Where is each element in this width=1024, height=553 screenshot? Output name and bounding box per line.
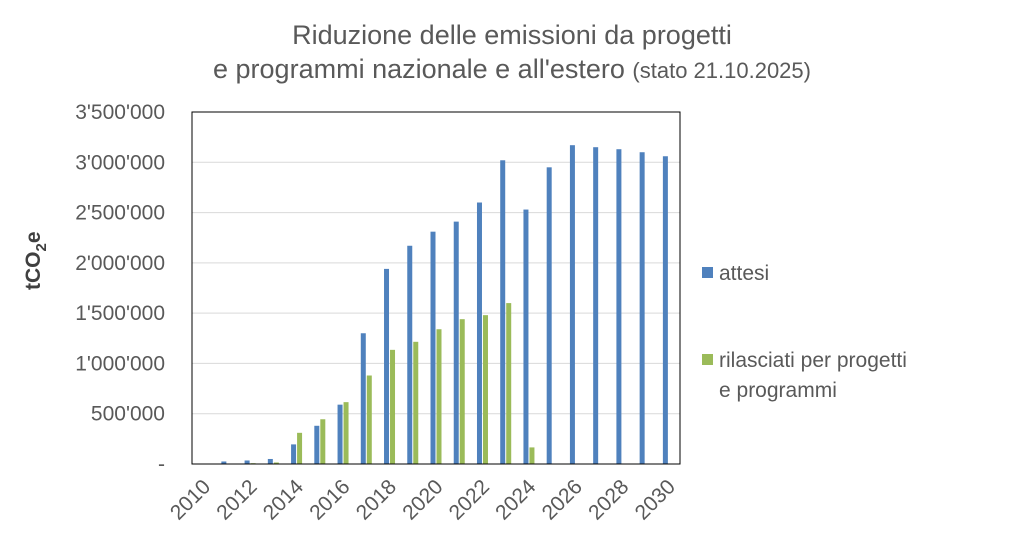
bar-attesi-2022 [476,202,482,464]
y-tick-label: 2'000'000 [75,252,165,275]
y-tick-label: 500'000 [91,403,165,426]
bar-attesi-2027 [593,147,599,464]
legend-swatch-attesi [702,267,713,278]
y-tick-label: 1'500'000 [75,302,165,325]
bar-rilasciati-2023 [506,303,512,464]
x-tick-label: 2014 [259,475,309,525]
bar-rilasciati-2017 [366,375,372,464]
bar-attesi-2026 [569,145,575,464]
chart-title-status: (stato 21.10.2025) [632,58,811,83]
bar-rilasciati-2020 [436,329,442,464]
x-tick-label: 2010 [166,475,215,524]
bar-rilasciati-2024 [529,447,535,464]
bars [221,145,668,465]
chart-title-line-1: Riduzione delle emissioni da progetti [292,20,732,50]
y-tick-label: - [158,453,165,476]
bar-attesi-2018 [384,268,390,464]
bar-rilasciati-2018 [390,349,396,464]
legend-label-rilasciati-line-2: e programmi [719,379,837,402]
bar-rilasciati-2019 [413,341,419,464]
bar-attesi-2024 [523,209,529,464]
x-tick-label: 2016 [305,475,354,524]
gridlines [192,161,680,415]
x-tick-label: 2028 [584,475,633,524]
y-axis-label: tCO2e [22,231,50,290]
bar-attesi-2011 [221,461,227,464]
bar-attesi-2029 [639,152,645,464]
x-tick-label: 2022 [445,475,494,524]
bar-rilasciati-2013 [273,462,279,464]
x-tick-label: 2030 [631,475,680,524]
x-axis-ticks: 2010201220142016201820202022202420262028… [166,475,680,525]
bar-rilasciati-2014 [297,432,303,464]
y-tick-label: 3'000'000 [75,151,165,174]
bar-attesi-2021 [453,221,459,464]
bar-rilasciati-2016 [343,402,349,464]
bar-rilasciati-2015 [320,419,326,464]
bar-attesi-2023 [500,160,506,464]
legend-label-attesi: attesi [719,262,769,285]
bar-attesi-2015 [314,425,320,464]
bar-rilasciati-2022 [482,315,488,464]
bar-rilasciati-2021 [459,319,465,464]
legend-label-rilasciati-line-1: rilasciati per progetti [719,349,907,372]
y-axis-label-subscript: 2 [33,243,50,251]
bar-attesi-2019 [407,245,413,464]
y-tick-label: 1'000'000 [75,352,165,375]
bar-attesi-2025 [546,167,552,465]
bar-attesi-2017 [360,333,366,464]
y-tick-label: 3'500'000 [75,101,165,124]
bar-attesi-2028 [616,149,622,464]
y-axis-ticks: - 500'000 1'000'000 1'500'000 2'000'000 2'500… [75,101,165,476]
y-axis-label-main: tCO [22,252,45,291]
bar-attesi-2020 [430,231,436,464]
x-tick-label: 2012 [212,475,261,524]
chart-title-line-2: e programmi nazionale e all'estero (stat… [0,52,1024,88]
chart-title: Riduzione delle emissioni da progetti e … [0,18,1024,88]
x-tick-label: 2024 [491,475,541,525]
x-tick-label: 2018 [352,475,401,524]
y-tick-label: 2'500'000 [75,202,165,225]
bar-attesi-2013 [267,458,273,464]
bar-attesi-2014 [291,444,297,464]
y-axis-label-tail: e [22,231,45,243]
bar-attesi-2030 [662,156,668,464]
legend: attesi rilasciati per progetti e program… [702,262,907,402]
x-tick-label: 2020 [398,475,447,524]
x-tick-label: 2026 [538,475,587,524]
legend-swatch-rilasciati [702,354,713,365]
bar-attesi-2016 [337,404,343,464]
plot-area-frame [191,111,681,465]
chart-title-line-2-main: e programmi nazionale e all'estero [213,54,625,84]
bar-attesi-2012 [244,460,250,464]
